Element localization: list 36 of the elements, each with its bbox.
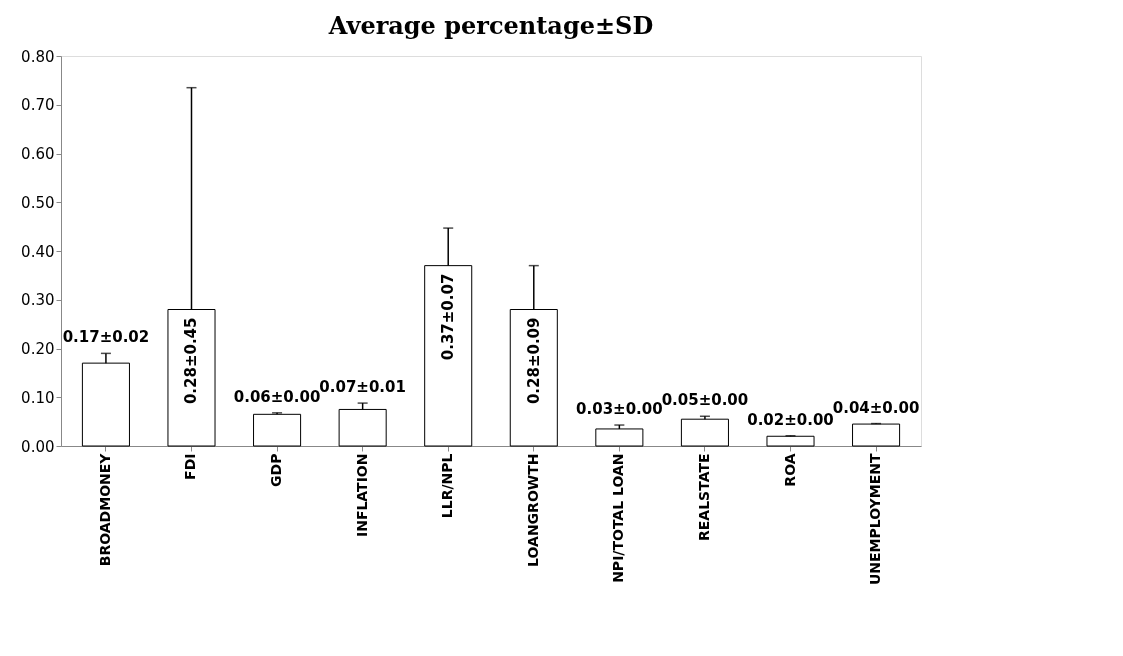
x-tick-label: NPI/TOTAL LOAN	[610, 453, 627, 583]
y-tick-label: 0.50	[21, 193, 55, 212]
y-tick-label: 0.60	[21, 145, 55, 163]
y-tick-label: 0.70	[21, 96, 55, 115]
bar	[680, 418, 729, 447]
y-tick-label: 0.00	[21, 437, 55, 456]
x-tick-label: LLR/NPL	[439, 453, 456, 519]
data-label: 0.05±0.00	[661, 391, 749, 410]
data-label: 0.02±0.00	[747, 410, 834, 429]
data-label: 0.28±0.45	[182, 317, 201, 405]
data-label: 0.06±0.00	[233, 387, 321, 406]
bar	[766, 435, 815, 447]
y-tick-label: 0.80	[21, 47, 55, 66]
x-tick-label: GDP	[268, 453, 285, 487]
x-tick-label: ROA	[781, 453, 798, 487]
data-label: 0.28±0.09	[524, 317, 543, 405]
bar	[595, 428, 644, 447]
x-tick-label: INFLATION	[353, 453, 370, 538]
bar	[253, 413, 302, 447]
y-tick-label: 0.20	[21, 340, 55, 358]
data-label: 0.37±0.07	[439, 273, 458, 361]
x-tick-label: REALSTATE	[695, 453, 712, 542]
chart-title: Average percentage±SD	[327, 11, 654, 40]
y-tick-label: 0.30	[21, 291, 55, 310]
y-tick-label: 0.40	[21, 242, 55, 261]
y-tick-label: 0.10	[21, 388, 55, 407]
x-tick-label: UNEMPLOYMENT	[867, 453, 884, 586]
data-label: 0.04±0.00	[832, 398, 920, 417]
x-tick-label: BROADMONEY	[96, 452, 113, 567]
x-tick-label: FDI	[182, 453, 199, 480]
data-label: 0.03±0.00	[576, 400, 663, 419]
bar	[338, 408, 387, 447]
bar	[852, 423, 901, 447]
data-label: 0.17±0.02	[62, 328, 150, 347]
x-tick-label: LOANGROWTH	[524, 453, 541, 567]
data-label: 0.07±0.01	[319, 378, 406, 397]
